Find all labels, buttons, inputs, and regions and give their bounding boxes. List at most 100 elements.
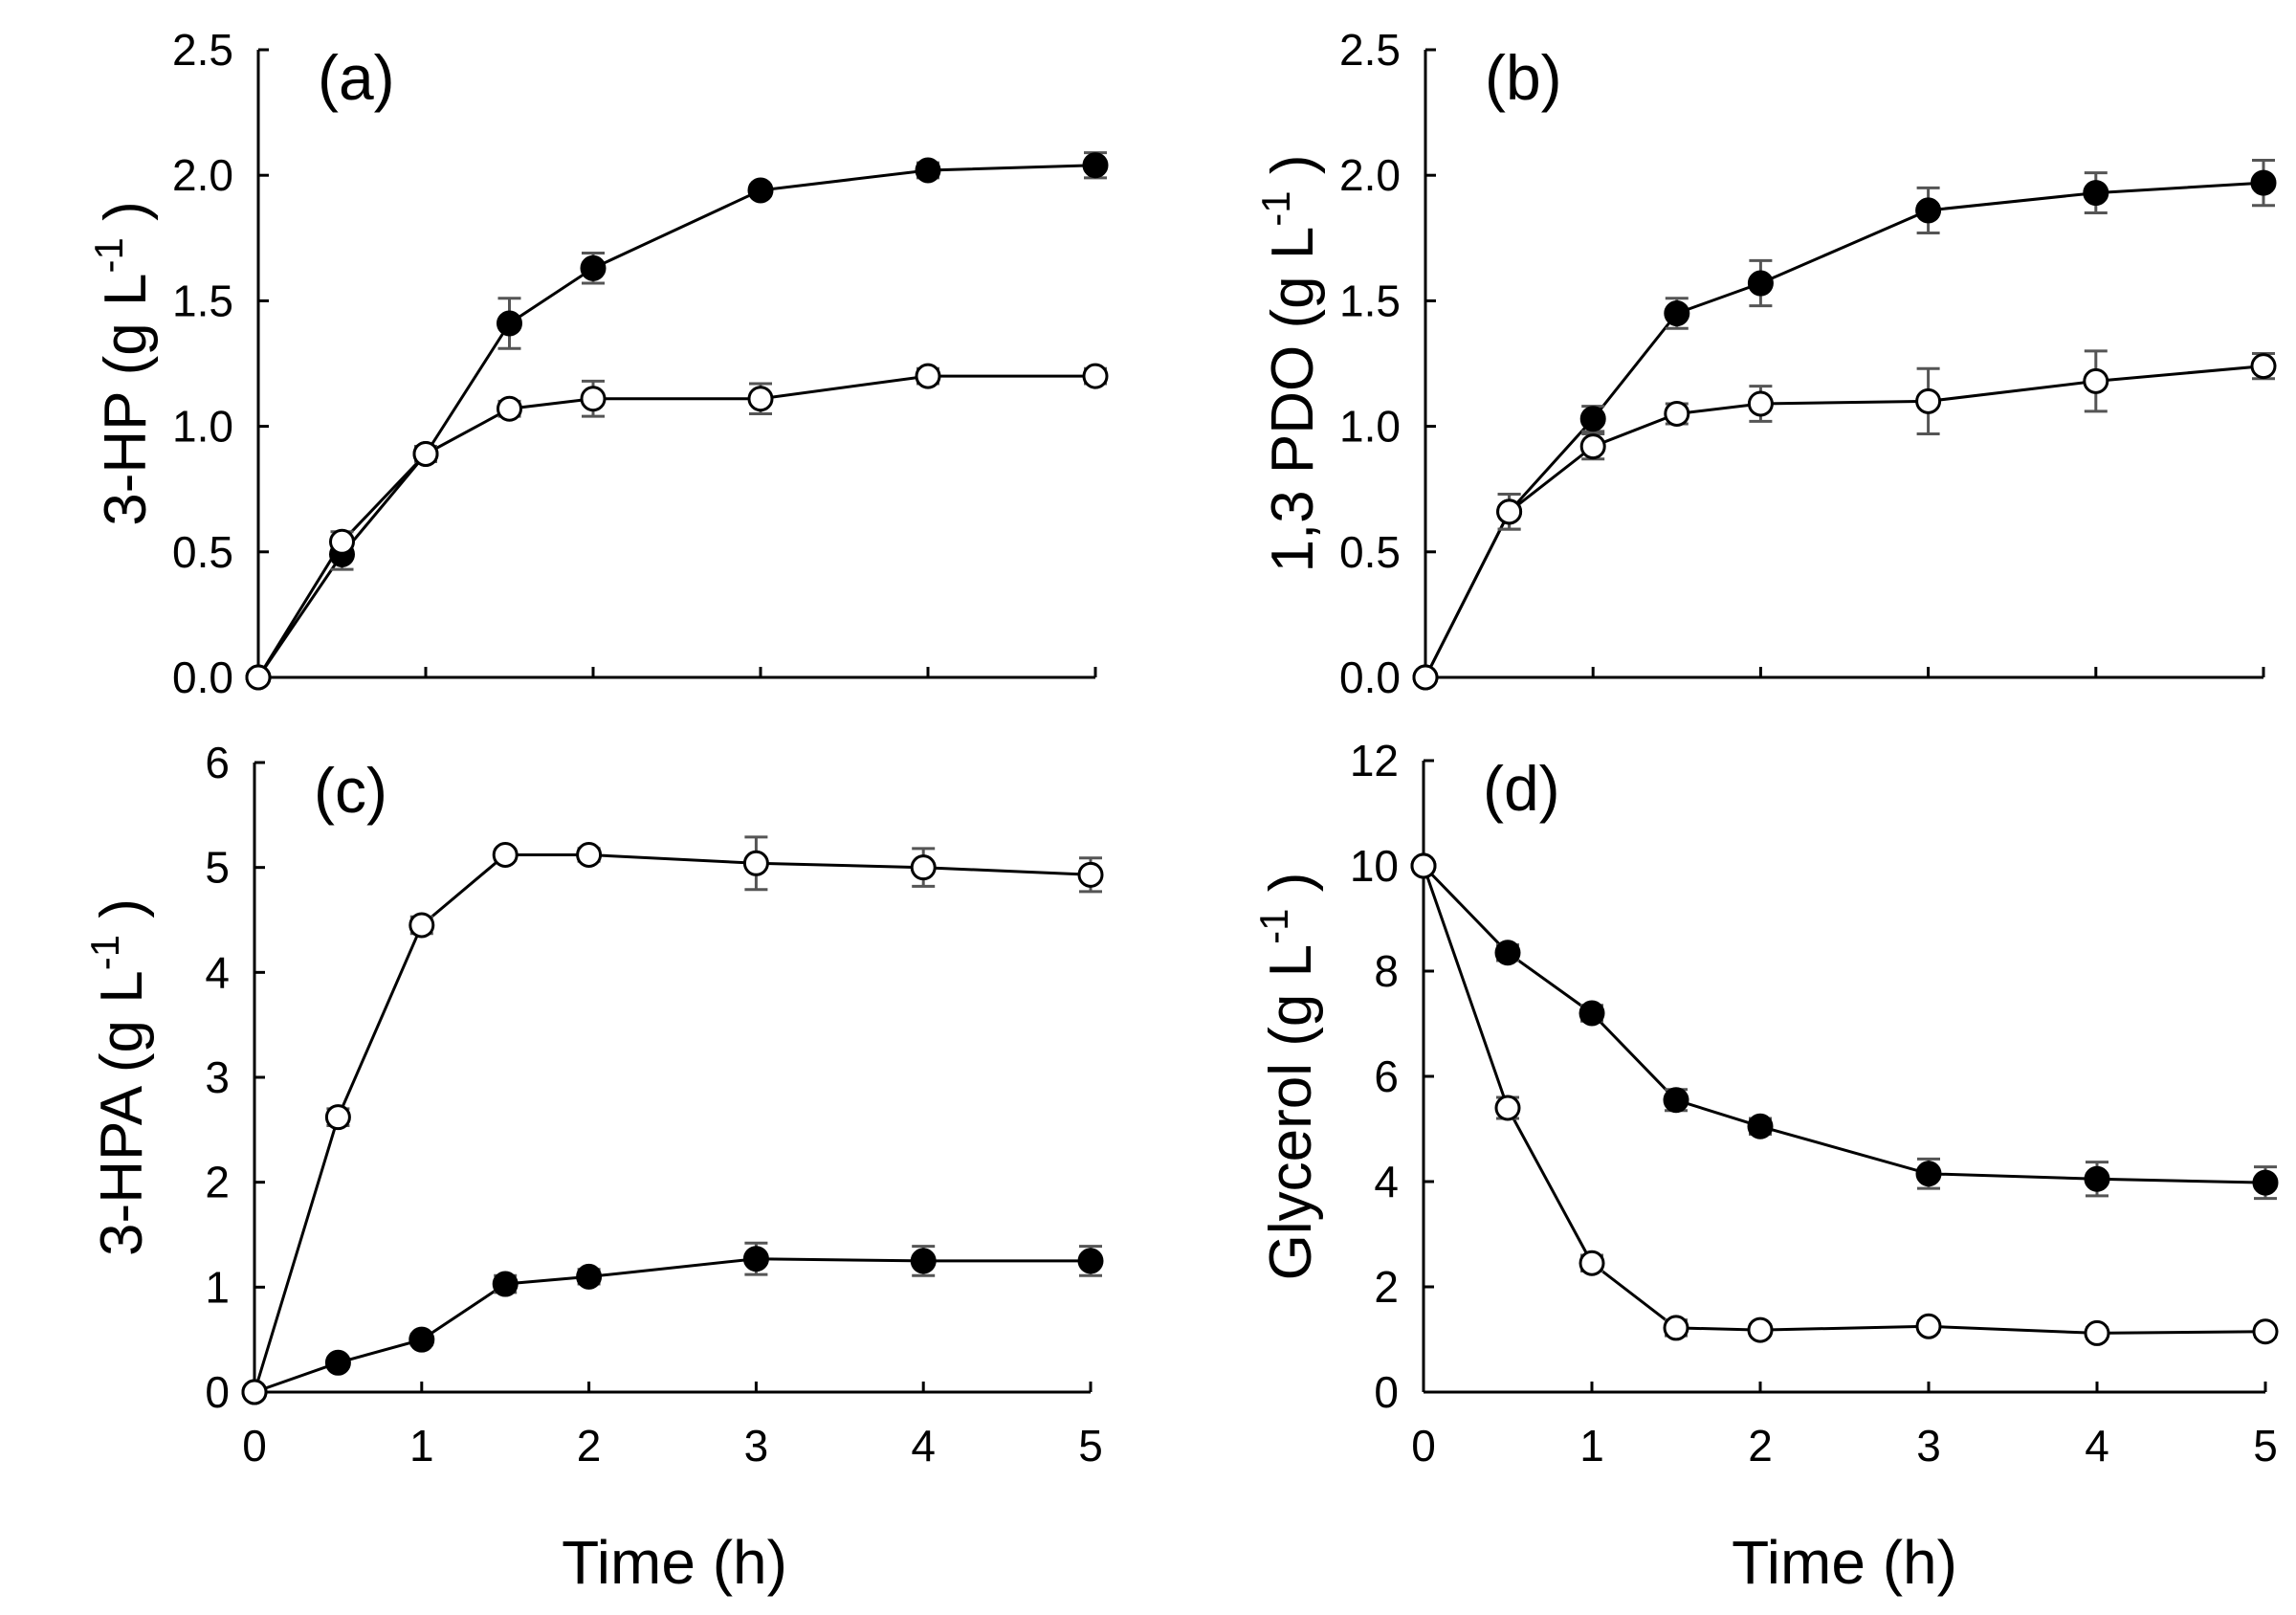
chart-a-series-open-line (256, 374, 1095, 678)
chart-d-point-open (1663, 1315, 1689, 1341)
chart-d-x-tick-label: 4 (2085, 1421, 2109, 1471)
chart-d-y-tick-label: 4 (1374, 1157, 1399, 1206)
chart-d-y-tick-label: 0 (1374, 1367, 1399, 1417)
panel-a: 0.0 0.5 1.0 1.5 2.0 2.5 3-HP (g L-1 ) (a) (86, 25, 1109, 702)
chart-a-y-axis-label: 3-HP (g L-1 ) (86, 201, 159, 525)
chart-a-y-tick-label: 0.0 (172, 653, 233, 702)
chart-c-point-filled (576, 1263, 603, 1290)
chart-b-point-open (1915, 387, 1942, 414)
chart-c-y-axis-label: 3-HPA (g L-1 ) (82, 898, 155, 1256)
chart-b-point-open (2250, 353, 2277, 380)
chart-d-point-filled (1494, 940, 1521, 966)
chart-d-point-filled (1578, 1000, 1605, 1027)
chart-d-point-open (1494, 1095, 1521, 1121)
chart-c-x-tick-label: 4 (911, 1421, 936, 1471)
chart-d-point-filled (1747, 1113, 1774, 1139)
chart-c-point-open (408, 912, 435, 939)
chart-b-y-tick-label: 2.0 (1339, 150, 1401, 200)
chart-c-series-filled-line (254, 1257, 1091, 1394)
chart-c-x-tick-label: 1 (409, 1421, 434, 1471)
chart-c-point-filled (742, 1246, 769, 1272)
chart-c-point-open (576, 842, 603, 869)
chart-c-y-tick-label: 3 (205, 1052, 230, 1102)
chart-c-point-open (742, 850, 769, 876)
chart-b-point-open (1496, 498, 1523, 525)
chart-d-x-tick-label: 2 (1748, 1421, 1773, 1471)
chart-d-point-filled (1915, 1161, 1942, 1187)
chart-c-point-open (1077, 861, 1104, 888)
chart-b-point-filled (2250, 169, 2277, 196)
chart-b-y-tick-label: 1.5 (1339, 276, 1401, 325)
chart-a-y-tick-label: 1.5 (172, 276, 233, 325)
chart-c-y-tick-label: 5 (205, 843, 230, 893)
chart-d-y-tick-label: 2 (1374, 1262, 1399, 1312)
chart-b-point-open (1412, 664, 1439, 691)
chart-c-series-open-line (253, 853, 1092, 1393)
chart-d-x-tick-label: 3 (1916, 1421, 1941, 1471)
chart-c-point-filled (408, 1326, 435, 1353)
chart-a-point-open (329, 528, 355, 555)
chart-b-y-tick-label: 0.0 (1339, 653, 1401, 702)
chart-d-point-filled (1663, 1087, 1689, 1114)
chart-b-point-filled (1915, 197, 1942, 224)
chart-c-point-filled (324, 1349, 351, 1376)
chart-d-point-open (1915, 1313, 1942, 1339)
chart-a-point-open (747, 386, 774, 412)
chart-a-y-tick-label: 2.5 (172, 25, 233, 75)
chart-a-y-tick-label: 1.0 (172, 402, 233, 452)
chart-d-series-filled-line (1422, 864, 2266, 1184)
chart-b-y-tick-label: 1.0 (1339, 402, 1401, 452)
chart-b-point-filled (1579, 406, 1606, 432)
chart-c-point-open (324, 1104, 351, 1131)
chart-d-y-tick-label: 12 (1350, 736, 1399, 785)
chart-c-point-filled (1077, 1248, 1104, 1274)
chart-a-point-open (1082, 363, 1109, 389)
chart-a-y-tick-label: 2.0 (172, 150, 233, 200)
chart-a-point-filled (915, 157, 941, 184)
chart-d-point-filled (2252, 1169, 2279, 1196)
chart-c-point-open (492, 842, 519, 869)
chart-c-x-tick-label: 2 (577, 1421, 602, 1471)
chart-c-point-open (241, 1379, 268, 1405)
chart-c-y-tick-label: 4 (205, 947, 230, 997)
chart-c-point-filled (492, 1271, 519, 1297)
chart-c-x-tick-label: 5 (1078, 1421, 1103, 1471)
chart-b-point-filled (2083, 180, 2109, 207)
chart-d-point-open (1578, 1250, 1605, 1276)
chart-a-point-filled (497, 310, 522, 337)
chart-a-point-filled (747, 177, 774, 204)
chart-d-x-tick-label: 0 (1411, 1421, 1436, 1471)
chart-d-point-open (2084, 1319, 2110, 1346)
chart-a-point-open (412, 440, 439, 467)
chart-b-point-filled (1664, 300, 1690, 327)
chart-d-y-tick-label: 8 (1374, 946, 1399, 996)
chart-d-series-open-line (1422, 865, 2266, 1335)
chart-a-panel-label: (a) (318, 42, 395, 113)
chart-d-point-open (1747, 1316, 1774, 1343)
panel-b: 0.0 0.5 1.0 1.5 2.0 2.5 1,3 PDO (g L-1 ) (b) (1253, 25, 2277, 702)
chart-a-point-open (497, 395, 522, 422)
chart-d-y-tick-label: 10 (1350, 841, 1399, 891)
figure-x-axis-label-left: Time (h) (562, 1528, 787, 1597)
chart-a-y-tick-label: 0.5 (172, 527, 233, 577)
chart-a-point-open (580, 386, 607, 412)
chart-a-point-open (245, 664, 272, 691)
chart-b-point-open (1747, 390, 1774, 417)
chart-c-panel-label: (c) (314, 755, 387, 826)
chart-d-panel-label: (d) (1483, 753, 1560, 824)
chart-a-point-filled (1082, 152, 1109, 179)
chart-a-point-open (915, 363, 941, 389)
chart-d-y-axis-label: Glycerol (g L-1 ) (1251, 873, 1324, 1281)
chart-b-series-open-line (1424, 365, 2264, 678)
chart-b-point-filled (1747, 270, 1774, 297)
chart-d-y-tick-label: 6 (1374, 1051, 1399, 1101)
chart-d-x-tick-label: 5 (2253, 1421, 2278, 1471)
chart-a-point-filled (580, 254, 607, 281)
chart-c-y-tick-label: 6 (205, 738, 230, 787)
panel-c: 0 1 2 3 4 5 6 0 1 2 3 4 5 3-HPA (g L-1 ) (c) (82, 738, 1104, 1471)
chart-b-y-tick-label: 0.5 (1339, 527, 1401, 577)
chart-c-point-open (910, 854, 937, 881)
chart-b-point-open (1664, 400, 1690, 427)
